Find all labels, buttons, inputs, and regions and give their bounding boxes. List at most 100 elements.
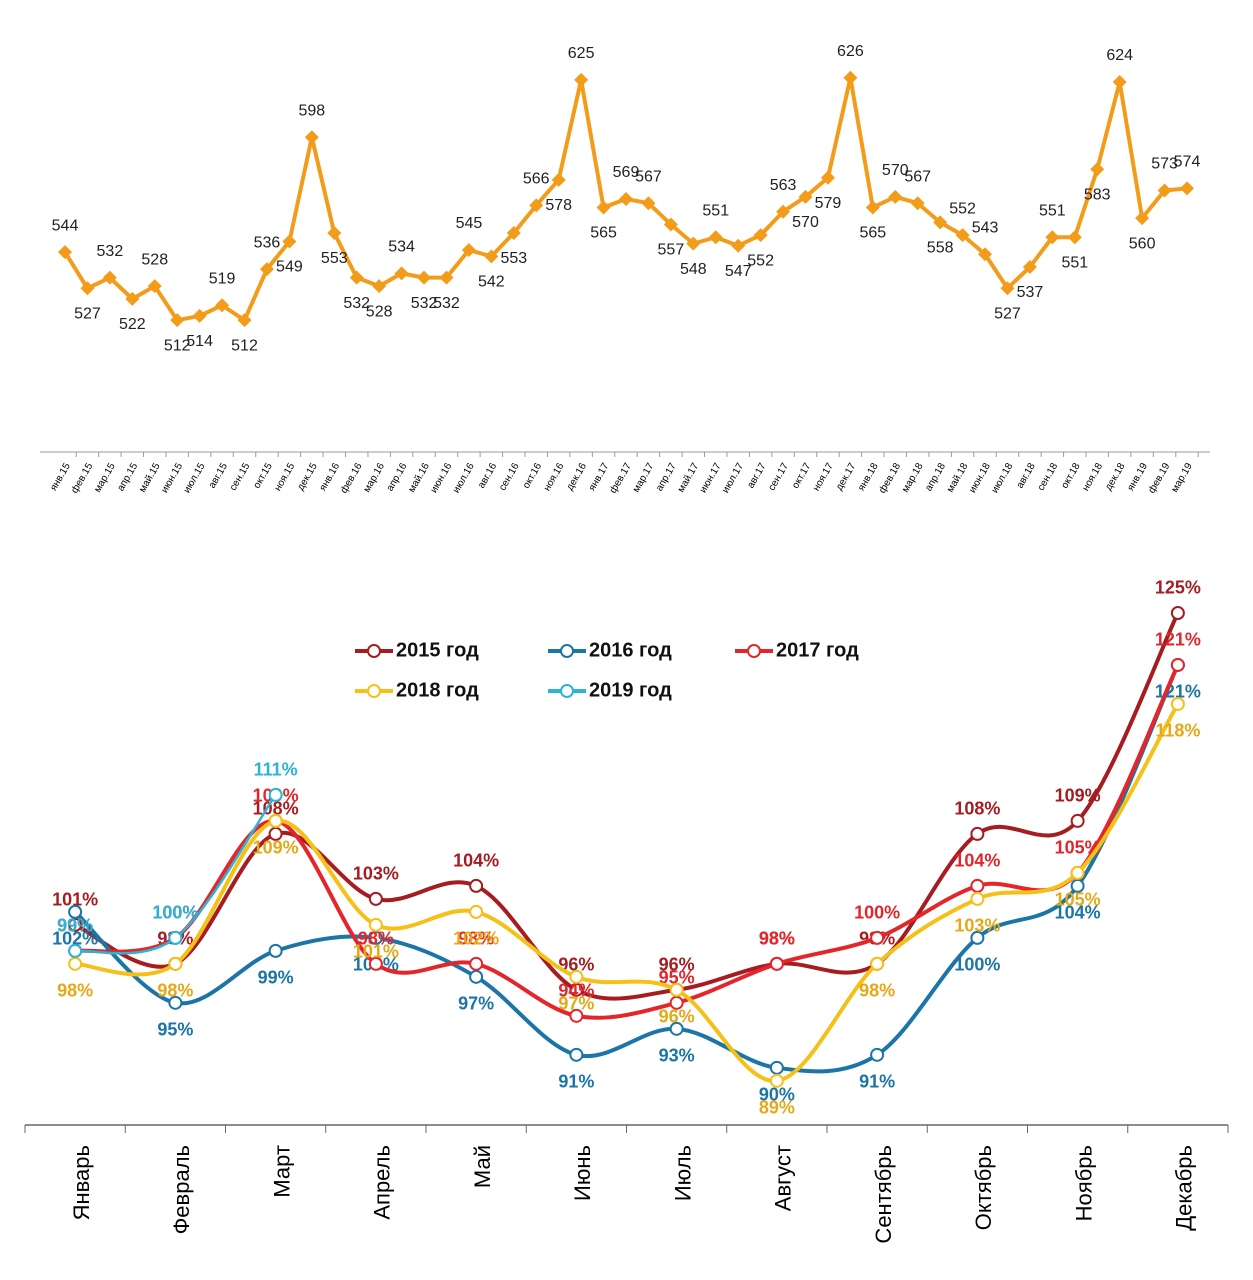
data-label: 565 — [859, 225, 886, 242]
x-tick-label: окт.18 — [1059, 461, 1082, 491]
legend-label: 2015 год — [396, 639, 479, 661]
data-label: 527 — [74, 305, 101, 322]
x-tick-label: сен.17 — [766, 461, 791, 493]
marker — [1070, 813, 1085, 828]
data-label: 96% — [659, 1007, 695, 1027]
marker — [731, 238, 746, 253]
marker — [168, 930, 183, 945]
x-tick-label: сен.15 — [228, 461, 253, 493]
series-line — [74, 612, 1180, 1001]
data-label: 94% — [558, 981, 594, 1001]
x-tick-label: авг.18 — [1015, 461, 1038, 490]
x-tick-label: июл.16 — [451, 461, 477, 495]
data-label: 111% — [254, 760, 298, 780]
marker — [1157, 183, 1172, 198]
marker — [574, 72, 589, 87]
data-label: 121% — [1155, 630, 1201, 650]
marker — [1045, 230, 1060, 245]
x-tick-label: сен.18 — [1036, 461, 1061, 493]
data-label: 93% — [659, 1046, 695, 1066]
marker — [551, 172, 566, 187]
marker — [68, 956, 83, 971]
marker — [955, 228, 970, 243]
marker — [933, 215, 948, 230]
x-tick-label: Апрель — [370, 1145, 395, 1220]
data-label: 118% — [1155, 721, 1200, 741]
data-label: 109% — [1055, 786, 1101, 806]
data-label: 527 — [994, 305, 1021, 322]
marker — [1170, 696, 1185, 711]
marker — [569, 1008, 584, 1023]
marker — [888, 189, 903, 204]
x-tick-label: фев.18 — [876, 460, 903, 495]
data-label: 108% — [954, 799, 1000, 819]
marker — [394, 266, 409, 281]
data-label: 551 — [702, 202, 729, 219]
x-tick-label: Ноябрь — [1071, 1145, 1096, 1221]
data-label: 532 — [411, 295, 438, 312]
marker — [268, 787, 283, 802]
x-tick-label: Январь — [69, 1145, 94, 1220]
data-label: 104% — [954, 851, 1000, 871]
data-label: 512 — [164, 337, 191, 354]
marker — [641, 196, 656, 211]
marker — [569, 969, 584, 984]
data-label: 542 — [478, 274, 505, 291]
marker — [1180, 181, 1194, 196]
data-label: 558 — [927, 240, 954, 257]
x-tick-label: ноя.16 — [542, 461, 567, 493]
marker — [1000, 281, 1015, 296]
marker — [268, 813, 283, 828]
marker — [1090, 162, 1105, 177]
x-tick-label: авг.15 — [207, 461, 230, 490]
data-label: 553 — [500, 250, 527, 267]
marker — [268, 943, 283, 958]
marker — [168, 956, 183, 971]
marker — [417, 270, 432, 285]
data-label: 537 — [1017, 284, 1044, 301]
data-label: 552 — [747, 252, 774, 269]
data-label: 96% — [558, 955, 594, 975]
x-tick-label: мар.15 — [92, 461, 118, 495]
x-tick-label: июл.17 — [720, 461, 746, 495]
x-tick-label: фев.16 — [338, 460, 365, 495]
data-label: 105% — [1055, 838, 1101, 858]
data-label: 99% — [57, 916, 93, 936]
marker — [368, 891, 383, 906]
data-label: 104% — [1055, 903, 1101, 923]
data-label: 109% — [253, 838, 299, 858]
data-label: 560 — [1129, 235, 1156, 252]
marker — [282, 234, 297, 249]
marker — [170, 313, 185, 328]
marker — [469, 878, 484, 893]
data-label: 567 — [904, 168, 931, 185]
data-label: 98% — [157, 981, 193, 1001]
data-label: 97% — [558, 994, 594, 1014]
x-tick-label: окт.16 — [521, 461, 544, 491]
series-line — [74, 702, 1180, 1083]
marker — [769, 1073, 784, 1088]
data-label: 625 — [568, 45, 595, 62]
marker — [970, 930, 985, 945]
x-tick-label: Сентябрь — [871, 1145, 896, 1244]
marker — [147, 279, 162, 294]
data-label: 101% — [52, 890, 98, 910]
marker — [910, 196, 925, 211]
marker — [669, 1021, 684, 1036]
data-label: 98% — [759, 929, 795, 949]
data-label: 98% — [458, 929, 494, 949]
marker — [776, 204, 791, 219]
data-label: 519 — [209, 271, 236, 288]
marker — [1067, 230, 1082, 245]
data-label: 563 — [770, 177, 797, 194]
marker — [1135, 211, 1150, 226]
data-label: 90% — [759, 1085, 795, 1105]
x-tick-label: мар.16 — [362, 461, 388, 495]
marker — [259, 262, 274, 277]
marker — [125, 291, 140, 306]
marker — [469, 904, 484, 919]
marker — [865, 200, 880, 215]
x-tick-label: мар.18 — [900, 461, 926, 495]
legend-label: 2018 год — [396, 679, 479, 701]
data-label: 101% — [353, 942, 399, 962]
